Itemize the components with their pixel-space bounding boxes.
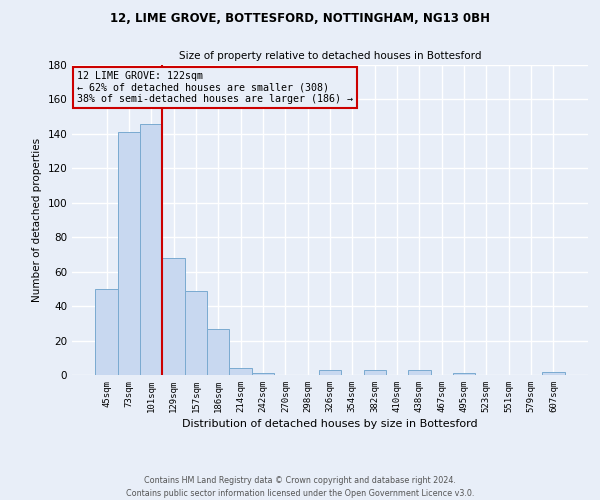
Bar (95, 289, 118, 375)
Bar (319, 370, 341, 375)
Bar (163, 258, 185, 375)
Bar (453, 374, 475, 375)
X-axis label: Distribution of detached houses by size in Bottesford: Distribution of detached houses by size … (182, 419, 478, 429)
Bar (229, 368, 252, 375)
Bar (207, 328, 229, 375)
Bar (408, 370, 431, 375)
Bar (140, 124, 163, 375)
Bar (542, 372, 565, 375)
Bar (118, 132, 140, 375)
Bar (364, 370, 386, 375)
Title: Size of property relative to detached houses in Bottesford: Size of property relative to detached ho… (179, 52, 481, 62)
Text: Contains HM Land Registry data © Crown copyright and database right 2024.
Contai: Contains HM Land Registry data © Crown c… (126, 476, 474, 498)
Text: 12, LIME GROVE, BOTTESFORD, NOTTINGHAM, NG13 0BH: 12, LIME GROVE, BOTTESFORD, NOTTINGHAM, … (110, 12, 490, 26)
Text: 12 LIME GROVE: 122sqm
← 62% of detached houses are smaller (308)
38% of semi-det: 12 LIME GROVE: 122sqm ← 62% of detached … (77, 71, 353, 104)
Y-axis label: Number of detached properties: Number of detached properties (32, 138, 42, 302)
Bar (252, 374, 274, 375)
Bar (185, 290, 207, 375)
